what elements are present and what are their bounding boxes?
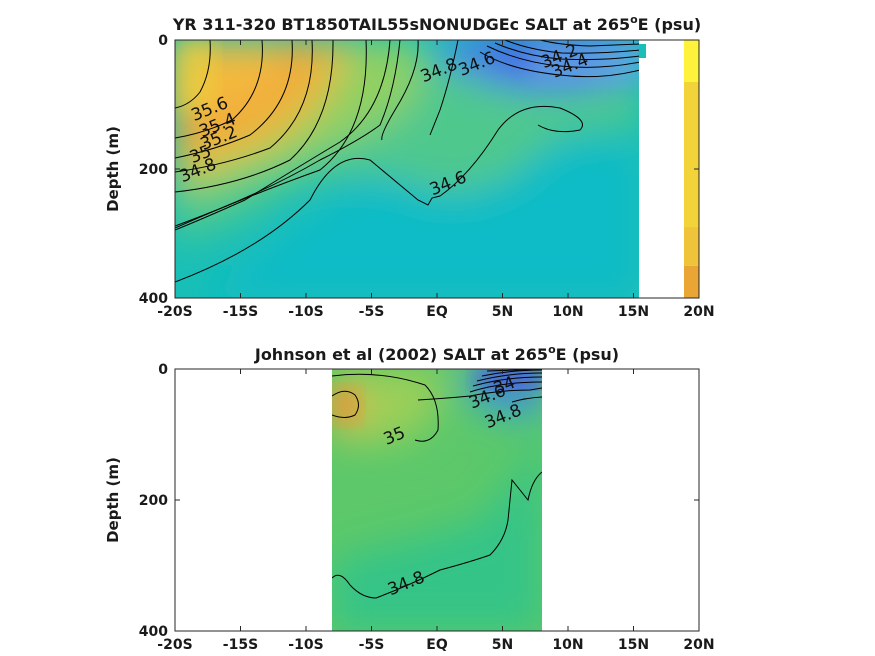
- x-tick-label: 15N: [618, 637, 649, 653]
- bottom-panel-title: Johnson et al (2002) SALT at 265oE (psu): [254, 343, 619, 364]
- top-x-axis: -20S -15S -10S -5S EQ 5N 10N 15N 20N: [157, 40, 715, 320]
- x-tick-label: -20S: [157, 637, 192, 653]
- x-tick-label: EQ: [426, 637, 448, 653]
- top-y-axis-label: Depth (m): [104, 126, 122, 212]
- contour-line: [175, 40, 334, 193]
- x-tick-label: -15S: [223, 637, 258, 653]
- x-tick-label: -20S: [157, 304, 192, 320]
- colorbar-segment: [684, 40, 699, 82]
- contour-line: [504, 40, 639, 54]
- contour-line: [429, 40, 459, 136]
- colorbar-segment: [684, 227, 699, 266]
- colorbar-fragment: [684, 40, 699, 298]
- x-tick-label: 10N: [552, 304, 583, 320]
- contour-line: [332, 390, 359, 418]
- contour-line: [175, 40, 401, 227]
- colorbar-segment: [684, 265, 699, 298]
- bottom-x-axis: -20S -15S -10S -5S EQ 5N 10N 15N 20N: [157, 369, 715, 653]
- cyan-edge: [639, 44, 646, 58]
- contour-line: [472, 376, 542, 387]
- contour-line: [469, 381, 542, 393]
- x-tick-label: -10S: [288, 637, 323, 653]
- y-tick-label: 200: [139, 493, 168, 509]
- contour-line: [175, 40, 293, 159]
- x-tick-label: 20N: [683, 637, 714, 653]
- x-tick-label: 15N: [618, 304, 649, 320]
- x-tick-label: 20N: [683, 304, 714, 320]
- contour-line: [175, 40, 313, 173]
- x-tick-label: 10N: [552, 637, 583, 653]
- contour-line: [511, 396, 542, 403]
- contour-line: [417, 387, 542, 401]
- top-panel: YR 311-320 BT1850TAIL55sNONUDGEc SALT at…: [104, 13, 715, 320]
- top-panel-title: YR 311-320 BT1850TAIL55sNONUDGEc SALT at…: [172, 13, 701, 34]
- contour-line: [332, 471, 542, 599]
- contour-line: [175, 40, 263, 139]
- x-tick-label: -5S: [359, 637, 385, 653]
- y-tick-label: 400: [139, 291, 168, 307]
- contour-line: [381, 40, 419, 141]
- contour-line: [476, 372, 542, 382]
- top-y-axis: 0 200 400: [139, 33, 699, 307]
- top-salinity-field: [175, 40, 639, 298]
- colorbar-segment: [684, 81, 699, 228]
- bottom-y-axis-label: Depth (m): [104, 457, 122, 543]
- contour-line: [332, 373, 439, 442]
- contour-line: [481, 369, 542, 377]
- contour-line: [539, 40, 639, 47]
- x-tick-label: -15S: [223, 304, 258, 320]
- x-tick-label: 5N: [492, 637, 513, 653]
- contour-line: [175, 105, 583, 283]
- bottom-panel: Johnson et al (2002) SALT at 265oE (psu): [104, 343, 715, 653]
- y-tick-label: 0: [158, 33, 168, 49]
- bottom-contours: [332, 369, 542, 599]
- contour-line: [486, 45, 639, 68]
- contour-line: [175, 40, 211, 109]
- y-tick-label: 0: [158, 362, 168, 378]
- y-tick-label: 200: [139, 162, 168, 178]
- contour-line: [479, 51, 639, 78]
- x-tick-label: EQ: [426, 304, 448, 320]
- y-tick-label: 400: [139, 624, 168, 640]
- x-tick-label: 5N: [492, 304, 513, 320]
- x-tick-label: -10S: [288, 304, 323, 320]
- bottom-y-axis: 0 200 400: [139, 362, 699, 640]
- contour-line: [175, 40, 391, 231]
- x-tick-label: -5S: [359, 304, 385, 320]
- top-contours: [175, 40, 639, 283]
- contour-line: [494, 42, 639, 61]
